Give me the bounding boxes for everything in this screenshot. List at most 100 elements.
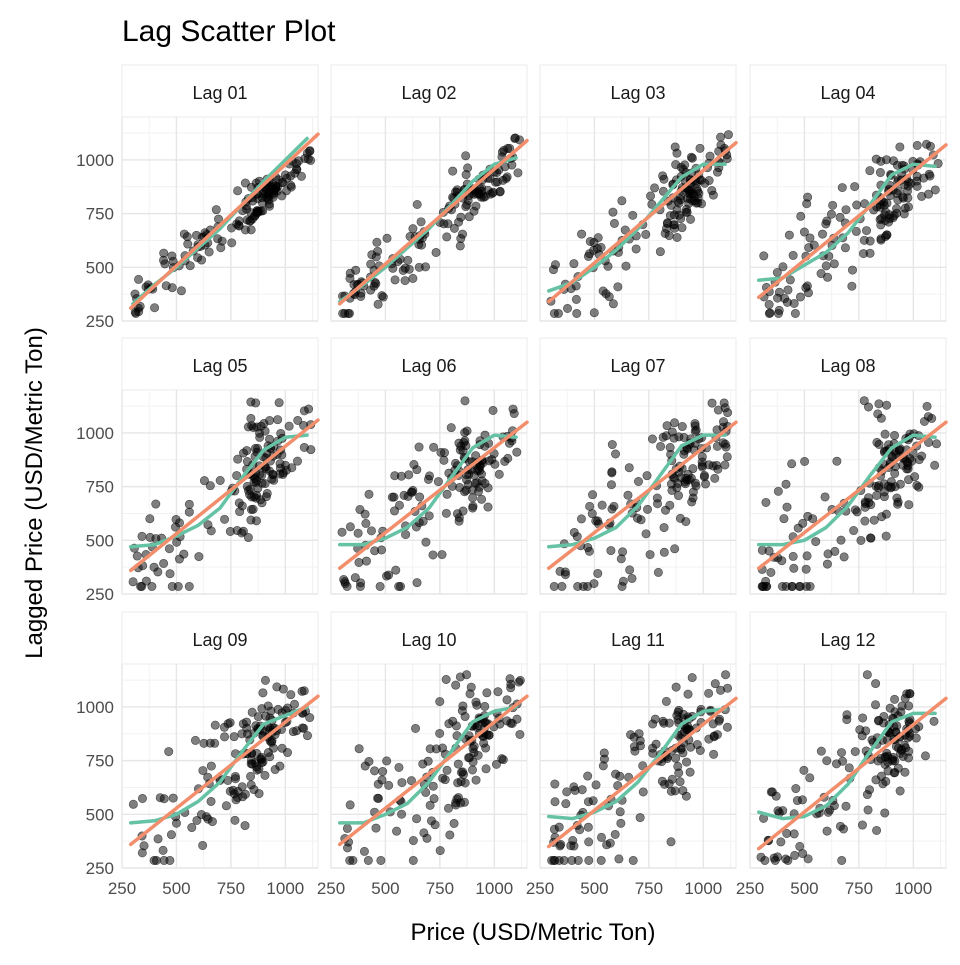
scatter-point [160,259,170,269]
scatter-point [428,781,438,791]
scatter-point [412,465,422,475]
scatter-point [461,151,471,161]
scatter-point [756,852,766,862]
scatter-point [930,185,940,195]
scatter-point [646,191,656,201]
scatter-point [691,425,701,435]
scatter-point [207,817,217,827]
scatter-point [242,481,252,491]
scatter-point [872,490,882,500]
scatter-point [345,268,355,278]
linear-fit-line [756,420,948,570]
scatter-point [611,769,621,779]
scatter-point [269,186,279,196]
scatter-point [435,728,445,738]
scatter-point [597,500,607,510]
scatter-point [441,675,451,685]
scatter-point [233,454,243,464]
scatter-point [771,791,781,801]
scatter-point [384,780,394,790]
scatter-point [361,518,371,528]
linear-fit-line [546,141,738,304]
scatter-point [876,235,886,245]
scatter-point [354,557,364,567]
scatter-point [246,780,256,790]
facet-strip [121,337,319,391]
scatter-point [920,751,930,761]
scatter-point [624,463,634,473]
scatter-point [255,469,265,479]
scatter-point [593,568,603,578]
scatter-point [716,132,726,142]
scatter-point [811,537,821,547]
scatter-point [862,226,872,236]
scatter-point [861,726,871,736]
scatter-point [508,404,518,414]
scatter-point [904,500,914,510]
scatter-point [670,544,680,554]
scatter-point [799,227,809,237]
scatter-point [879,492,889,502]
scatter-point [461,170,471,180]
scatter-point [421,537,431,547]
scatter-point [454,516,464,526]
facet-strip-label: Lag 04 [820,83,875,103]
scatter-point [822,826,832,836]
scatter-point [563,303,573,313]
scatter-point [615,807,625,817]
facet-strip [121,611,319,665]
scatter-point [408,273,418,283]
scatter-point [880,429,890,439]
scatter-point [468,765,478,775]
scatter-point [550,797,560,807]
linear-fit-line [128,694,320,847]
scatter-point [628,210,638,220]
scatter-point [882,155,892,165]
scatter-point [880,808,890,818]
scatter-point [273,704,283,714]
scatter-point [852,507,862,517]
scatter-point [187,823,197,833]
scatter-point [196,810,206,820]
scatter-point [787,581,797,591]
scatter-point [799,765,809,775]
scatter-point [858,713,868,723]
scatter-point [802,551,812,561]
scatter-point [572,308,582,318]
scatter-point [394,500,404,510]
scatter-point [389,492,399,502]
scatter-point [240,821,250,831]
scatter-point [232,792,242,802]
scatter-point [766,567,776,577]
scatter-point [159,794,169,804]
scatter-point [459,797,469,807]
scatter-point [382,233,392,243]
scatter-point [821,261,831,271]
scatter-point [403,255,413,265]
scatter-point [355,505,365,515]
scatter-point [237,501,247,511]
scatter-point [305,146,315,156]
scatter-point [451,680,461,690]
scatter-point [158,845,168,855]
scatter-point [820,492,830,502]
scatter-point [610,829,620,839]
scatter-point [184,581,194,591]
scatter-point [577,785,587,795]
scatter-point [167,283,177,293]
scatter-point [656,441,666,451]
scatter-point [670,418,680,428]
scatter-point [835,821,845,831]
scatter-point [223,775,233,785]
scatter-point [857,820,867,830]
scatter-point [338,308,348,318]
scatter-point [589,308,599,318]
scatter-point [199,738,209,748]
scatter-point [502,172,512,182]
scatter-point [659,174,669,184]
scatter-point [589,238,599,248]
scatter-point [571,294,581,304]
scatter-point [697,452,707,462]
scatter-point [614,854,624,864]
scatter-point [922,401,932,411]
